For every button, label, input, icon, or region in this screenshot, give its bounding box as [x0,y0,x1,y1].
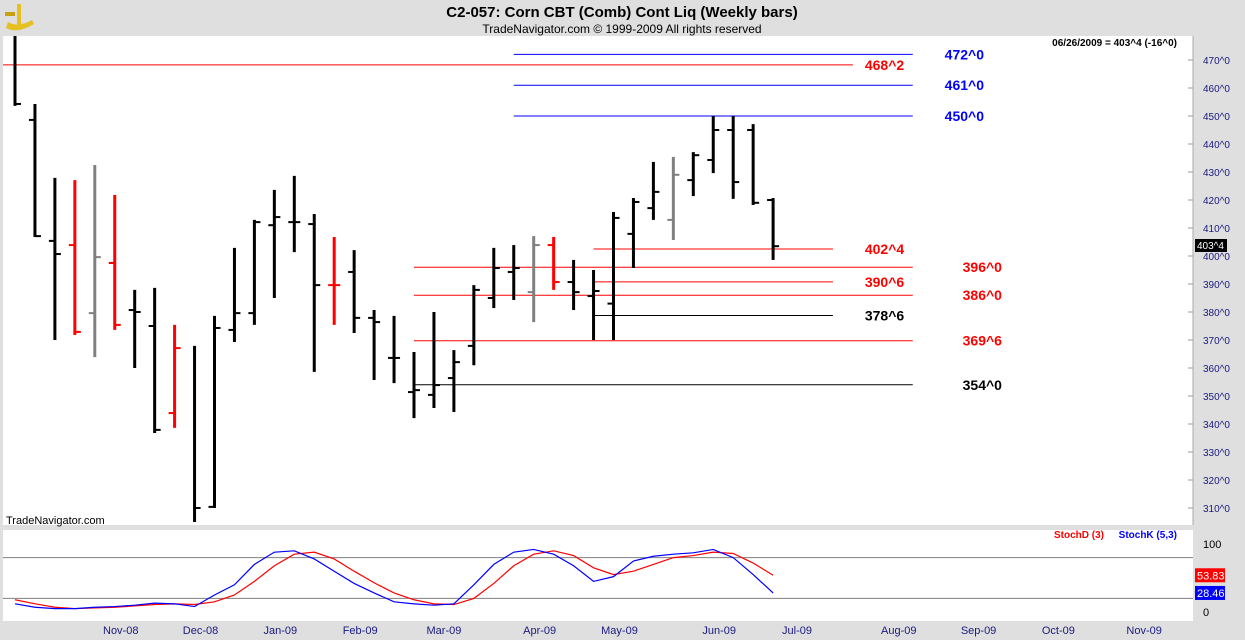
x-tick-label: Aug-09 [881,625,916,637]
y-tick-label: 390^0 [1203,280,1230,291]
stoch-value-label: 28.46 [1197,588,1225,600]
x-tick-label: Jan-09 [264,625,298,637]
price-panel[interactable] [3,36,1193,525]
x-tick-label: Nov-08 [103,625,138,637]
stoch-line-red [14,550,774,610]
y-tick-label: 340^0 [1203,420,1230,431]
last-price-label: 403^4 [1197,241,1224,252]
x-tick-label: Jun-09 [702,625,736,637]
x-tick-label: Oct-09 [1042,625,1075,637]
y-tick-label: 420^0 [1203,196,1230,207]
y-tick-label: 370^0 [1203,336,1230,347]
y-tick-label: 350^0 [1203,392,1230,403]
level-label: 461^0 [945,77,985,93]
price-readout: 06/26/2009 = 403^4 (-16^0) [1052,38,1177,49]
level-label: 402^4 [865,241,905,257]
y-tick-label: 450^0 [1203,112,1230,123]
x-tick-label: May-09 [601,625,638,637]
y-tick-label: 380^0 [1203,308,1230,319]
x-tick-label: Apr-09 [523,625,556,637]
stoch-value-badge [1195,585,1225,600]
level-label: 378^6 [865,308,905,324]
level-label: 390^6 [865,274,905,290]
chart-title: C2-057: Corn CBT (Comb) Cont Liq (Weekly… [446,4,797,21]
stoch-y-tick-label: 100 [1203,539,1221,551]
x-tick-label: Nov-09 [1126,625,1161,637]
y-tick-label: 460^0 [1203,84,1230,95]
x-tick-label: Feb-09 [343,625,378,637]
y-tick-label: 410^0 [1203,224,1230,235]
x-tick-label: Sep-09 [961,625,996,637]
y-tick-label: 320^0 [1203,476,1230,487]
last-price-badge [1195,239,1227,252]
level-label: 396^0 [963,259,1003,275]
y-tick-label: 430^0 [1203,168,1230,179]
level-label: 468^2 [865,57,905,73]
stoch-line-blue [14,548,774,610]
legend-stochk: StochK (5,3) [1119,530,1177,541]
stoch-panel[interactable] [3,530,1193,621]
y-tick-label: 310^0 [1203,504,1230,515]
y-tick-label: 400^0 [1203,252,1230,263]
y-tick-label: 330^0 [1203,448,1230,459]
y-tick-label: 470^0 [1203,56,1230,67]
x-tick-label: Jul-09 [782,625,812,637]
level-label: 450^0 [945,108,985,124]
stoch-y-tick-label: 0 [1203,607,1209,619]
copyright: TradeNavigator.com © 1999-2009 All right… [482,22,761,36]
y-tick-label: 360^0 [1203,364,1230,375]
x-tick-label: Mar-09 [427,625,462,637]
level-label: 369^6 [963,333,1003,349]
level-label: 472^0 [945,46,985,62]
level-label: 354^0 [963,377,1003,393]
y-tick-label: 440^0 [1203,140,1230,151]
x-tick-label: Dec-08 [183,625,218,637]
watermark: TradeNavigator.com [6,515,105,527]
level-label: 386^0 [963,287,1003,303]
stoch-value-label: 53.83 [1197,570,1225,582]
legend-stochd: StochD (3) [1054,530,1104,541]
logo-sextant-icon [5,4,34,31]
stoch-value-badge [1195,568,1225,583]
